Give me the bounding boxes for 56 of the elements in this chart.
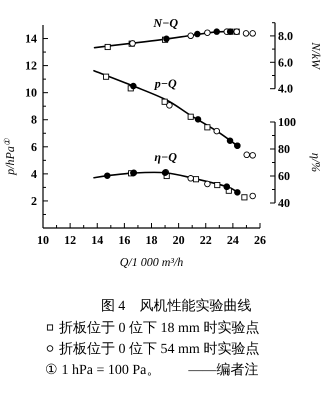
y2-tick-label: 4.0 <box>278 82 293 96</box>
point <box>162 98 168 105</box>
point <box>249 192 256 200</box>
point <box>188 114 194 120</box>
x-tick-label: 20 <box>172 233 185 247</box>
point <box>214 182 220 188</box>
y-tick-label: 4 <box>31 166 37 181</box>
point <box>192 176 200 182</box>
x-tick-label: 12 <box>64 233 76 247</box>
point <box>194 116 202 123</box>
y-tick-label: 2 <box>31 194 37 208</box>
point <box>249 152 256 159</box>
point <box>242 30 250 37</box>
y-tick-label: 6 <box>31 140 37 154</box>
y-tick-label: 14 <box>25 32 37 46</box>
x-tick-label: 16 <box>118 233 130 247</box>
point <box>130 82 137 90</box>
series-label: p−Q <box>154 76 177 91</box>
series-label: N−Q <box>152 16 178 30</box>
point <box>204 29 211 36</box>
x-tick-label: 14 <box>91 233 104 247</box>
point <box>166 102 173 109</box>
text: ① 1 hPa = 100 Pa。 ——编者注 <box>45 362 258 378</box>
point <box>243 152 250 158</box>
point <box>187 175 194 182</box>
point <box>241 194 248 200</box>
y2-tick-label: 8.0 <box>278 28 293 43</box>
y2-tick-label: 6.0 <box>278 55 293 70</box>
y2-axis-title: N/kW <box>309 41 323 70</box>
y3-tick-label: 40 <box>278 196 290 210</box>
text: 图 4 风机性能实验曲线 <box>100 298 252 314</box>
point <box>194 30 201 38</box>
x-tick-label: 26 <box>254 233 266 247</box>
point <box>104 44 111 50</box>
x-axis-title: Q/1 000 m³/h <box>120 255 184 269</box>
y3-tick-label: 60 <box>278 169 290 183</box>
y3-axis-title: η/% <box>309 152 323 172</box>
x-tick-label: 22 <box>200 233 212 247</box>
point <box>204 180 211 188</box>
point <box>187 32 194 40</box>
point <box>226 137 234 144</box>
point <box>104 172 111 179</box>
y-tick-label: 12 <box>25 58 37 73</box>
y-tick-label: 10 <box>25 86 37 100</box>
x-tick-label: 24 <box>226 233 239 247</box>
x-tick-label: 18 <box>146 233 158 247</box>
point <box>234 189 241 196</box>
y-tick-label: 8 <box>31 112 37 127</box>
y3-tick-label: 100 <box>278 115 296 129</box>
point <box>213 128 220 134</box>
point <box>213 28 220 35</box>
point <box>103 74 110 80</box>
point <box>204 124 210 130</box>
series-label: η−Q <box>154 150 178 164</box>
y3-tick-label: 80 <box>278 142 290 156</box>
point <box>249 30 256 37</box>
